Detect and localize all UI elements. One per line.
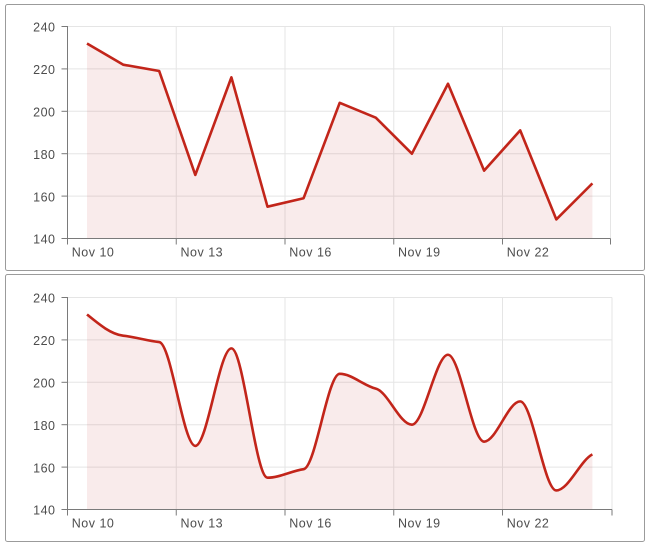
svg-text:220: 220 bbox=[33, 334, 55, 348]
svg-text:Nov 19: Nov 19 bbox=[398, 517, 441, 531]
svg-text:140: 140 bbox=[33, 233, 55, 247]
svg-text:240: 240 bbox=[33, 21, 55, 35]
svg-text:Nov 22: Nov 22 bbox=[507, 246, 550, 260]
svg-text:Nov 19: Nov 19 bbox=[398, 246, 441, 260]
svg-text:220: 220 bbox=[33, 63, 55, 77]
svg-text:200: 200 bbox=[33, 106, 55, 120]
svg-text:Nov 10: Nov 10 bbox=[72, 246, 115, 260]
svg-text:Nov 16: Nov 16 bbox=[289, 517, 332, 531]
svg-text:160: 160 bbox=[33, 190, 55, 204]
svg-text:Nov 16: Nov 16 bbox=[289, 246, 332, 260]
svg-text:200: 200 bbox=[33, 377, 55, 391]
svg-text:180: 180 bbox=[33, 419, 55, 433]
svg-text:Nov 13: Nov 13 bbox=[181, 246, 224, 260]
svg-text:240: 240 bbox=[33, 292, 55, 306]
svg-text:Nov 13: Nov 13 bbox=[181, 517, 224, 531]
svg-text:140: 140 bbox=[33, 504, 55, 518]
svg-text:Nov 22: Nov 22 bbox=[507, 517, 550, 531]
svg-text:180: 180 bbox=[33, 148, 55, 162]
svg-text:160: 160 bbox=[33, 461, 55, 475]
svg-text:Nov 10: Nov 10 bbox=[72, 517, 115, 531]
